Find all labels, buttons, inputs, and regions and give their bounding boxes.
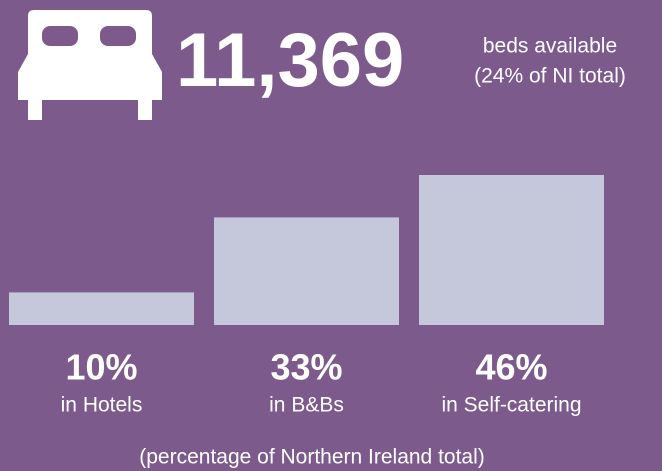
value-label: 33%	[270, 347, 342, 388]
category-label: in B&Bs	[269, 394, 344, 417]
category-label: in Self-catering	[441, 394, 581, 417]
bar	[214, 217, 399, 325]
value-label: 46%	[475, 347, 547, 388]
headline-text: (24% of NI total)	[474, 65, 626, 88]
note: (percentage of Northern Ireland total)	[139, 446, 485, 469]
headline-text: beds available	[483, 35, 617, 58]
headline-number: 11,369	[176, 18, 404, 103]
bar	[9, 292, 194, 325]
bed-icon	[18, 10, 162, 120]
category-label: in Hotels	[61, 394, 143, 417]
value-label: 10%	[65, 347, 137, 388]
bar	[419, 175, 604, 325]
